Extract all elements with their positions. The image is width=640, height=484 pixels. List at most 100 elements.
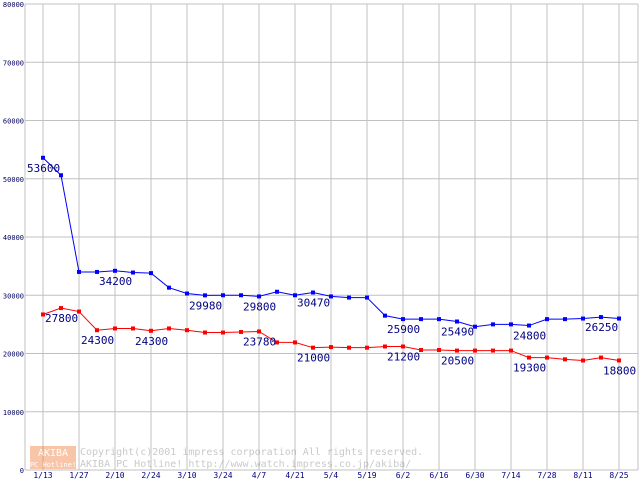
red-point [491,348,495,353]
red-point [329,345,333,350]
blue-data-label: 25900 [387,323,420,336]
red-point [527,355,531,360]
x-tick-label: 7/28 [537,471,556,480]
blue-point [113,268,117,273]
blue-point [563,317,567,322]
blue-data-label: 29980 [189,299,222,312]
blue-point [95,269,99,274]
x-tick-label: 5/4 [324,471,339,480]
red-point [419,348,423,353]
red-point [293,340,297,345]
y-tick-label: 80000 [3,1,24,9]
blue-data-label: 25490 [441,326,474,339]
blue-point [527,323,531,328]
red-point [509,348,513,353]
y-tick-label: 10000 [3,409,24,417]
blue-point [59,173,63,178]
blue-data-label: 29800 [243,300,276,313]
x-tick-label: 3/10 [177,471,196,480]
blue-point [293,293,297,298]
x-tick-label: 7/14 [501,471,520,480]
blue-point [149,271,153,276]
copyright-text: Copyright(c)2001 impress corporation All… [80,447,423,458]
red-data-label: 21000 [297,352,330,365]
x-tick-label: 2/10 [105,471,124,480]
red-point [221,330,225,335]
logo-top-bg [30,446,76,459]
blue-point [491,322,495,327]
blue-point [617,316,621,321]
red-point [401,344,405,349]
x-tick-label: 1/13 [33,471,52,480]
blue-point [347,295,351,300]
watermark: AKIBA PC Hotline! Copyright(c)2001 impre… [30,446,423,470]
blue-point [239,293,243,298]
red-point [149,328,153,333]
y-tick-label: 20000 [3,351,24,359]
x-tick-label: 4/7 [252,471,267,480]
x-axis: 1/13 1/27 2/10 2/24 3/10 3/24 4/7 4/21 5/4 5/19 6/… [33,471,628,480]
blue-point [131,270,135,275]
red-data-label: 20500 [441,355,474,368]
red-point [599,355,603,360]
y-tick-label: 40000 [3,234,24,242]
blue-point [203,293,207,298]
blue-point [77,269,81,274]
blue-point [221,293,225,298]
red-point [239,329,243,334]
red-point [545,355,549,360]
red-point [473,348,477,353]
site-url-text: AKIBA PC Hotline! http://www.watch.impre… [80,459,411,470]
blue-point [365,295,369,300]
red-point [95,328,99,333]
red-point [581,358,585,363]
blue-point [437,317,441,322]
red-point [383,344,387,349]
red-point [617,358,621,363]
x-tick-label: 2/24 [141,471,160,480]
red-point [131,326,135,331]
red-point [185,328,189,333]
red-point [257,329,261,334]
grid [24,3,639,471]
blue-point [257,294,261,299]
red-data-label: 24300 [135,335,168,348]
red-data-label: 19300 [513,362,546,375]
blue-point [419,317,423,322]
logo-bottom: PC Hotline! [30,461,76,469]
x-tick-label: 4/21 [285,471,304,480]
red-point [563,357,567,362]
red-point [113,326,117,331]
red-point [41,312,45,317]
x-tick-label: 5/19 [357,471,376,480]
red-data-label: 21200 [387,351,420,364]
blue-point [167,285,171,290]
blue-point [455,319,459,324]
y-tick-label: 50000 [3,176,24,184]
red-data-label: 24300 [81,334,114,347]
y-tick-label: 70000 [3,59,24,67]
red-point [59,306,63,311]
x-tick-label: 6/16 [429,471,448,480]
red-point [77,309,81,314]
y-tick-label: 0 [20,467,24,475]
blue-point [41,155,45,160]
x-tick-label: 3/24 [213,471,232,480]
blue-point [329,294,333,299]
y-tick-label: 30000 [3,292,24,300]
blue-point [545,317,549,322]
logo-top: AKIBA [38,448,68,459]
y-tick-label: 60000 [3,118,24,126]
x-tick-label: 8/11 [573,471,592,480]
x-tick-label: 1/27 [69,471,88,480]
red-point [311,345,315,350]
blue-point [383,313,387,318]
red-data-label: 18800 [603,364,636,377]
red-point [365,345,369,350]
blue-point [401,317,405,322]
blue-point [275,289,279,294]
series-blue: 53600 34200 29980 29800 30470 25900 25490 24800… [27,155,621,343]
blue-point [509,322,513,327]
blue-point [473,324,477,329]
